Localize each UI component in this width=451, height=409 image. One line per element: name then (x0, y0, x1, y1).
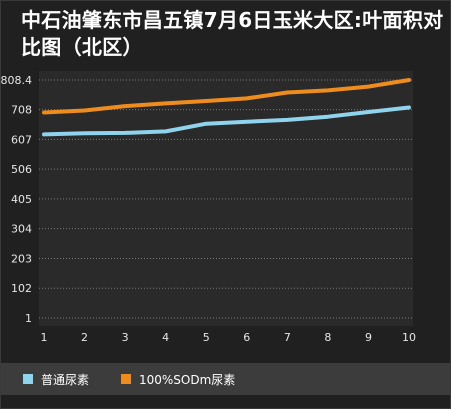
y-tick-label: 304 (11, 223, 32, 236)
legend-label-series-1: 普通尿素 (41, 372, 90, 387)
x-tick-label: 9 (365, 331, 372, 344)
legend-swatch-series-2 (121, 374, 131, 384)
y-tick-label: 1 (25, 312, 32, 325)
chart-title: 中石油肇东市昌五镇7月6日玉米大区:叶面积对比图（北区） (21, 8, 444, 59)
series-lines (42, 78, 411, 137)
legend-item-series-1[interactable]: 普通尿素 (23, 363, 89, 395)
x-tick-label: 6 (243, 331, 250, 344)
grid-lines (39, 79, 413, 319)
x-tick-label: 3 (122, 331, 129, 344)
line-chart: 808.4 708 607 506 405 304 203 102 1 1 2 3 4 5 6 7 8 9 10 (1, 71, 417, 344)
x-tick-label: 4 (162, 331, 169, 344)
legend-label-series-2: 100%SODm尿素 (139, 372, 236, 387)
x-tick-label: 10 (402, 331, 416, 344)
y-tick-label: 506 (11, 163, 32, 176)
series-line-1 (42, 105, 411, 137)
y-tick-label: 203 (11, 252, 32, 265)
y-tick-label: 607 (11, 133, 32, 146)
x-tick-label: 8 (324, 331, 331, 344)
x-tick-label: 1 (41, 331, 48, 344)
y-tick-label: 102 (11, 282, 32, 295)
y-axis-tick-labels: 808.4 708 607 506 405 304 203 102 1 (1, 74, 32, 325)
x-tick-label: 7 (284, 331, 291, 344)
legend: 普通尿素 100%SODm尿素 (1, 363, 450, 395)
y-tick-label: 405 (11, 193, 32, 206)
x-axis-tick-labels: 1 2 3 4 5 6 7 8 9 10 (41, 331, 417, 344)
y-tick-label: 808.4 (1, 74, 32, 87)
legend-swatch-series-1 (23, 374, 33, 384)
x-tick-label: 5 (203, 331, 210, 344)
y-tick-label: 708 (11, 104, 32, 117)
series-line-2 (42, 78, 411, 115)
x-tick-label: 2 (81, 331, 88, 344)
legend-item-series-2[interactable]: 100%SODm尿素 (121, 363, 235, 395)
